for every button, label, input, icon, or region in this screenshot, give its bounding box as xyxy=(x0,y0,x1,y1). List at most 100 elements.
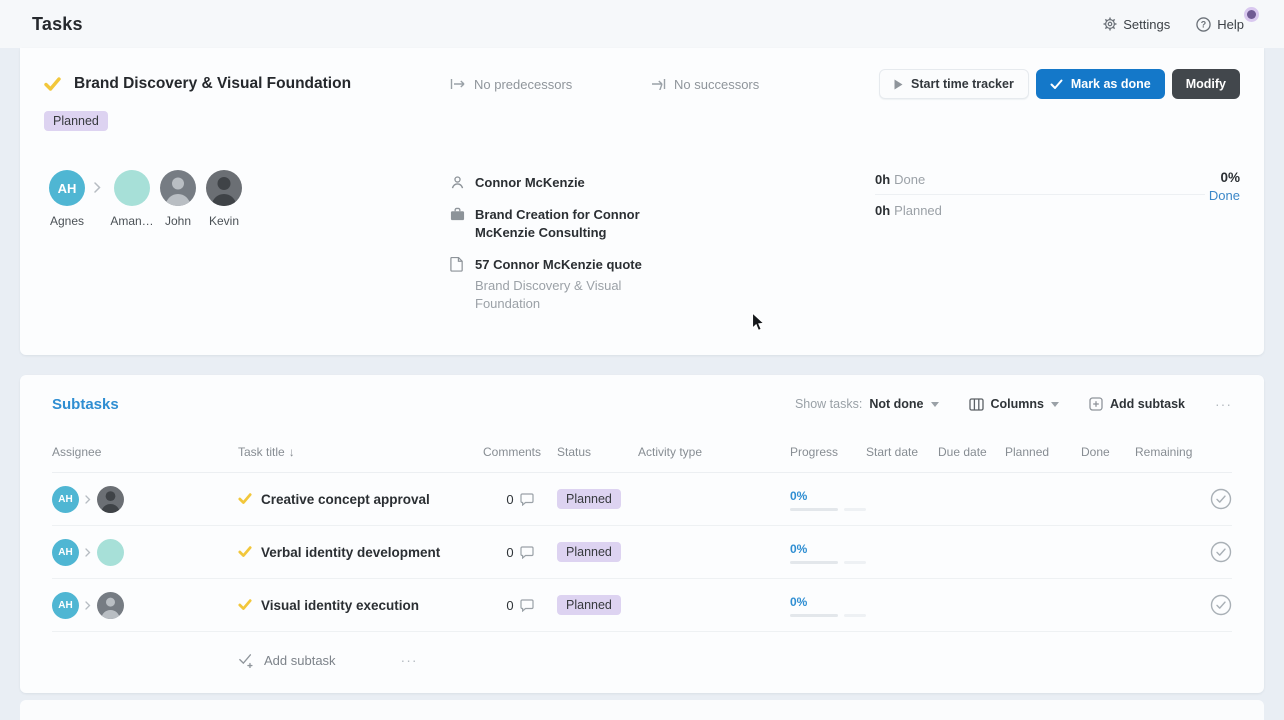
help-icon: ? xyxy=(1196,17,1211,32)
subtasks-heading: Subtasks xyxy=(52,396,119,413)
estimate-name: 57 Connor McKenzie quote xyxy=(475,256,642,274)
notification-dot xyxy=(1247,10,1256,19)
more-options-button[interactable]: ··· xyxy=(1215,396,1232,412)
column-header-progress[interactable]: Progress xyxy=(790,445,866,459)
show-tasks-filter[interactable]: Show tasks: Not done xyxy=(795,397,939,411)
avatar-photo[interactable] xyxy=(97,486,124,513)
avatar-initials[interactable]: AH xyxy=(52,592,79,619)
columns-label: Columns xyxy=(991,397,1044,411)
time-planned-row: 0hPlanned xyxy=(875,195,1205,225)
progress-percent: 0% xyxy=(790,595,866,609)
assignee-amanda[interactable]: Aman… xyxy=(109,170,155,228)
subtask-check-icon xyxy=(238,599,252,611)
column-header-planned[interactable]: Planned xyxy=(1005,445,1081,459)
task-action-buttons: Start time tracker Mark as done Modify xyxy=(879,69,1240,99)
avatar-initials[interactable]: AH xyxy=(52,486,79,513)
subtasks-header: Subtasks Show tasks: Not done Columns xyxy=(52,391,1232,417)
svg-text:?: ? xyxy=(1201,19,1206,29)
successors-link[interactable]: No successors xyxy=(650,77,759,92)
column-header-remaining[interactable]: Remaining xyxy=(1135,445,1196,459)
subtask-title: Creative concept approval xyxy=(261,492,430,507)
chevron-right-icon xyxy=(85,548,91,557)
avatar-kevin xyxy=(206,170,242,206)
settings-button[interactable]: Settings xyxy=(1103,17,1170,32)
time-summary: 0hDone 0hPlanned 0% Done xyxy=(875,170,1240,225)
comment-bubble-icon xyxy=(520,546,534,559)
column-header-due-date[interactable]: Due date xyxy=(938,445,1005,459)
status-badge: Planned xyxy=(557,542,621,562)
complete-subtask-button[interactable] xyxy=(1196,488,1232,510)
complete-subtask-button[interactable] xyxy=(1196,541,1232,563)
app-window: Tasks Settings ? xyxy=(0,0,1284,720)
comment-bubble-icon xyxy=(520,493,534,506)
comment-count: 0 xyxy=(506,492,513,507)
columns-icon xyxy=(969,398,984,411)
modify-button[interactable]: Modify xyxy=(1172,69,1240,99)
task-title-header-label: Task title xyxy=(238,445,285,459)
add-subtask-inline-button[interactable]: Add subtask ··· xyxy=(238,652,1232,668)
avatar-amanda[interactable] xyxy=(97,539,124,566)
more-options-button[interactable]: ··· xyxy=(401,652,418,668)
add-subtask-inline-label: Add subtask xyxy=(264,653,336,668)
progress-percent: 0% xyxy=(790,489,866,503)
assignee-agnes[interactable]: AH Agnes xyxy=(44,170,90,228)
column-header-assignee[interactable]: Assignee xyxy=(52,445,238,459)
column-header-task-title[interactable]: Task title ↓ xyxy=(238,445,483,459)
column-header-start-date[interactable]: Start date xyxy=(866,445,938,459)
comments-cell[interactable]: 0 xyxy=(483,492,557,507)
estimate-task-name: Brand Discovery & Visual Foundation xyxy=(475,277,645,313)
assignee-john[interactable]: John xyxy=(155,170,201,228)
comment-count: 0 xyxy=(506,545,513,560)
estimate-link[interactable]: 57 Connor McKenzie quote xyxy=(450,256,645,274)
subtask-title-cell[interactable]: Visual identity execution xyxy=(238,598,483,613)
percent-done-label[interactable]: Done xyxy=(1209,188,1240,203)
row-assignees: AH xyxy=(52,486,238,513)
mark-as-done-button[interactable]: Mark as done xyxy=(1036,69,1165,99)
progress-bar xyxy=(790,614,866,617)
time-done-row: 0hDone xyxy=(875,170,1205,194)
circle-check-icon xyxy=(1210,541,1232,563)
column-header-status[interactable]: Status xyxy=(557,445,638,459)
column-header-activity-type[interactable]: Activity type xyxy=(638,445,790,459)
subtask-check-icon xyxy=(238,493,252,505)
complete-subtask-button[interactable] xyxy=(1196,594,1232,616)
task-meta: Connor McKenzie Brand Creation for Conno… xyxy=(450,174,645,313)
next-section-edge xyxy=(20,700,1264,720)
project-link[interactable]: Brand Creation for Connor McKenzie Consu… xyxy=(450,206,645,242)
subtask-title-cell[interactable]: Verbal identity development xyxy=(238,545,483,560)
predecessor-arrow-icon xyxy=(450,78,466,90)
chevron-right-icon xyxy=(85,601,91,610)
progress-cell: 0% xyxy=(790,487,866,511)
client-name: Connor McKenzie xyxy=(475,174,585,192)
task-complete-check-icon[interactable] xyxy=(44,77,61,92)
progress-cell: 0% xyxy=(790,540,866,564)
task-status-badge: Planned xyxy=(44,111,108,131)
time-planned-value: 0h xyxy=(875,203,890,218)
assignee-name: Agnes xyxy=(50,214,84,228)
assignee-kevin[interactable]: Kevin xyxy=(201,170,247,228)
status-badge: Planned xyxy=(557,595,621,615)
comments-cell[interactable]: 0 xyxy=(483,545,557,560)
document-icon xyxy=(450,256,466,274)
column-header-comments[interactable]: Comments xyxy=(483,445,557,459)
circle-check-icon xyxy=(1210,594,1232,616)
time-done-label: Done xyxy=(894,172,925,187)
assignee-name: John xyxy=(165,214,191,228)
comments-cell[interactable]: 0 xyxy=(483,598,557,613)
check-icon xyxy=(1050,79,1063,90)
successors-label: No successors xyxy=(674,77,759,92)
help-button[interactable]: ? Help xyxy=(1196,17,1244,32)
columns-menu[interactable]: Columns xyxy=(969,397,1059,411)
subtask-title-cell[interactable]: Creative concept approval xyxy=(238,492,483,507)
status-cell: Planned xyxy=(557,595,638,615)
client-link[interactable]: Connor McKenzie xyxy=(450,174,645,192)
add-subtask-button[interactable]: Add subtask xyxy=(1089,397,1185,411)
task-title: Brand Discovery & Visual Foundation xyxy=(74,75,351,93)
check-plus-icon xyxy=(238,653,254,668)
avatar-initials[interactable]: AH xyxy=(52,539,79,566)
avatar-agnes: AH xyxy=(49,170,85,206)
start-time-tracker-button[interactable]: Start time tracker xyxy=(879,69,1029,99)
avatar-photo[interactable] xyxy=(97,592,124,619)
column-header-done[interactable]: Done xyxy=(1081,445,1135,459)
predecessors-link[interactable]: No predecessors xyxy=(450,77,572,92)
